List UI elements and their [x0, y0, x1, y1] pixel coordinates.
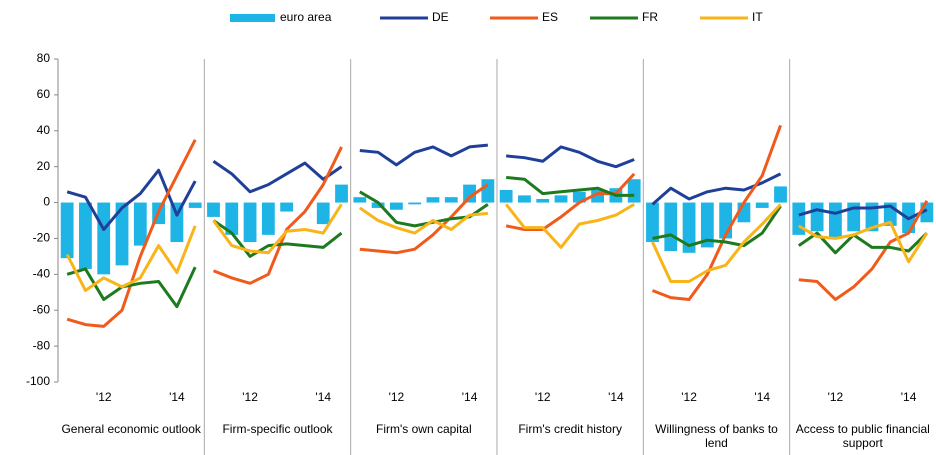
- x-tick-label: '12: [242, 390, 258, 404]
- bar: [188, 202, 202, 208]
- bar: [426, 197, 440, 203]
- legend-label: IT: [752, 10, 763, 24]
- line: [212, 146, 343, 285]
- bar: [115, 202, 129, 266]
- line: [359, 143, 489, 167]
- line: [798, 204, 928, 221]
- line: [359, 183, 489, 255]
- panel-label: Firm-specific outlook: [222, 422, 333, 436]
- x-tick-label: '12: [96, 390, 112, 404]
- y-tick-label: 0: [43, 195, 50, 209]
- bar: [97, 202, 111, 275]
- line: [798, 220, 929, 264]
- bar: [499, 189, 513, 203]
- bar: [536, 198, 550, 203]
- bar: [261, 202, 275, 235]
- bar: [371, 202, 385, 208]
- y-tick-label: -80: [33, 338, 51, 352]
- bar: [408, 202, 422, 205]
- line: [505, 175, 635, 197]
- bar: [682, 202, 696, 253]
- bar: [481, 179, 495, 203]
- y-tick-label: 20: [37, 159, 51, 173]
- line: [212, 219, 343, 258]
- x-tick-label: '14: [608, 390, 624, 404]
- bar: [518, 195, 531, 203]
- bar: [170, 202, 184, 243]
- bar: [646, 202, 659, 243]
- legend-label: ES: [542, 10, 558, 24]
- y-tick-label: -40: [33, 267, 51, 281]
- panel-label: Willingness of banks to lend: [655, 422, 778, 450]
- line: [212, 203, 343, 255]
- y-tick-label: 60: [37, 87, 51, 101]
- bar: [335, 184, 348, 203]
- line: [651, 124, 782, 301]
- legend-label: DE: [432, 10, 449, 24]
- x-tick-label: '14: [462, 390, 478, 404]
- line: [66, 168, 197, 231]
- bar: [444, 197, 458, 203]
- bar: [79, 202, 92, 269]
- bar: [463, 184, 476, 203]
- y-tick-label: 80: [37, 51, 51, 65]
- y-tick-label: 40: [37, 123, 51, 137]
- bar: [389, 202, 403, 210]
- bar: [280, 202, 294, 212]
- bar: [810, 202, 824, 232]
- line: [66, 266, 197, 309]
- panel-label: Firm's own capital: [375, 422, 472, 436]
- y-tick-label: -20: [33, 231, 51, 245]
- legend-label: euro area: [280, 10, 332, 24]
- line: [505, 145, 635, 169]
- bar: [60, 202, 74, 259]
- line: [798, 200, 929, 301]
- bar: [353, 197, 367, 203]
- x-tick-label: '12: [535, 390, 551, 404]
- line: [504, 203, 635, 249]
- legend-label: FR: [642, 10, 658, 24]
- line: [651, 172, 782, 206]
- x-tick-label: '14: [901, 390, 917, 404]
- bar: [225, 202, 239, 235]
- bar: [700, 202, 714, 248]
- panel-label: Firm's credit history: [518, 422, 622, 436]
- legend-swatch: [230, 14, 275, 22]
- bar: [554, 195, 568, 203]
- line: [65, 225, 197, 292]
- bar: [207, 202, 220, 217]
- x-tick-label: '12: [389, 390, 405, 404]
- bar: [243, 202, 257, 243]
- bar: [572, 191, 586, 203]
- x-tick-label: '12: [828, 390, 844, 404]
- bar: [755, 202, 769, 208]
- line: [358, 206, 489, 235]
- bar: [316, 202, 330, 225]
- x-tick-label: '14: [169, 390, 185, 404]
- x-tick-label: '12: [681, 390, 697, 404]
- line: [651, 203, 782, 284]
- panel-label: Access to public financial support: [795, 422, 930, 450]
- bar: [627, 179, 641, 203]
- panel-label: General economic outlook: [61, 422, 201, 436]
- bar: [133, 202, 147, 246]
- line: [212, 160, 343, 194]
- bar: [664, 202, 678, 252]
- x-tick-label: '14: [754, 390, 770, 404]
- y-tick-label: -100: [26, 374, 50, 388]
- line: [652, 205, 782, 248]
- x-tick-label: '14: [315, 390, 331, 404]
- bar: [774, 186, 787, 203]
- y-tick-label: -60: [33, 302, 51, 316]
- bar: [865, 202, 879, 232]
- bar: [828, 202, 842, 239]
